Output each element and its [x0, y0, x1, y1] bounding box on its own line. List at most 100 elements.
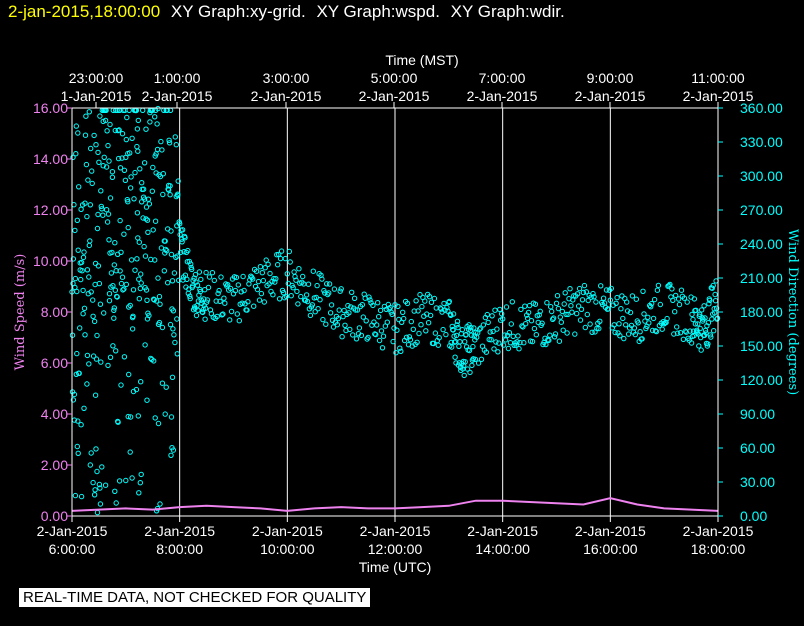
wind-direction-point [70, 397, 77, 403]
wind-direction-point [192, 271, 199, 278]
wind-direction-point [100, 163, 106, 169]
wind-direction-point [81, 405, 87, 411]
top-tick-label: 2-Jan-2015 [359, 88, 430, 104]
wind-direction-point [134, 143, 140, 150]
wind-direction-point [206, 274, 213, 280]
wind-direction-point [500, 342, 507, 348]
wind-direction-point [78, 493, 85, 500]
wind-direction-point [99, 206, 105, 212]
wind-direction-point [517, 339, 523, 346]
wind-direction-point [187, 293, 193, 299]
wind-direction-point [140, 215, 146, 221]
wind-direction-point [162, 238, 168, 244]
wind-direction-point [450, 327, 456, 333]
wind-direction-point [140, 107, 146, 114]
wind-direction-point [137, 285, 144, 292]
wind-direction-point [450, 311, 457, 317]
wind-direction-point [142, 253, 149, 259]
wind-direction-point [574, 310, 580, 317]
bottom-tick-label: 2-Jan-2015 [467, 523, 538, 539]
wind-direction-point [150, 227, 156, 233]
wind-direction-point [107, 121, 113, 128]
wind-direction-point [174, 351, 181, 357]
wind-direction-point [544, 300, 550, 306]
wind-direction-point [349, 289, 355, 295]
wind-direction-point [398, 348, 404, 354]
wind-direction-point [86, 361, 92, 367]
wind-direction-point [169, 374, 176, 380]
wind-direction-point [508, 321, 514, 327]
wind-direction-point [76, 184, 82, 190]
wind-direction-point [367, 297, 373, 303]
wind-direction-point [138, 280, 144, 286]
title-row: 2-jan-2015,18:00:00 XY Graph:xy-grid. XY… [8, 2, 571, 26]
wind-direction-point [116, 478, 123, 484]
wind-direction-point [550, 316, 556, 322]
wind-direction-point [94, 468, 100, 475]
wind-direction-point [659, 326, 665, 332]
wind-direction-point [699, 307, 705, 313]
wind-direction-point [403, 334, 410, 340]
wind-direction-point [175, 191, 181, 197]
wind-direction-point [113, 348, 119, 354]
left-tick-label: 12.00 [33, 202, 68, 218]
wind-direction-point [648, 304, 654, 310]
wind-direction-point [688, 340, 695, 346]
wind-direction-point [554, 293, 561, 299]
bottom-tick-label: 8:00:00 [156, 541, 203, 557]
wind-direction-point [163, 384, 169, 390]
wind-direction-point [694, 330, 700, 336]
wind-direction-point [144, 297, 150, 303]
wind-direction-point [119, 274, 126, 280]
wind-direction-point [449, 344, 455, 350]
wind-direction-point [110, 343, 116, 349]
wind-direction-point [111, 305, 118, 311]
wind-direction-point [81, 305, 88, 311]
wind-direction-point [105, 142, 111, 149]
wind-direction-point [435, 342, 441, 348]
wind-direction-point [200, 309, 206, 316]
wind-direction-point [427, 312, 434, 319]
wind-direction-point [144, 217, 151, 223]
left-tick-label: 6.00 [41, 355, 68, 371]
wind-direction-point [574, 291, 581, 297]
wind-direction-point [195, 307, 201, 313]
wind-direction-point [105, 362, 111, 369]
wind-direction-point [698, 347, 704, 353]
wind-direction-point [709, 285, 715, 291]
wind-direction-point [404, 300, 411, 307]
wind-direction-point [485, 319, 491, 326]
wind-direction-point [177, 249, 184, 256]
wind-direction-point [116, 127, 122, 133]
wind-direction-point [339, 334, 345, 340]
wind-direction-point [321, 287, 327, 294]
wind-direction-point [133, 386, 140, 393]
wind-direction-point [419, 303, 425, 310]
bottom-tick-label: 12:00:00 [368, 541, 423, 557]
wind-direction-point [265, 261, 271, 267]
wind-direction-point [92, 487, 98, 493]
wind-direction-point [91, 132, 97, 139]
wind-direction-point [295, 301, 301, 307]
wind-direction-point [90, 353, 97, 359]
wind-direction-point [172, 134, 179, 140]
wind-direction-point [323, 321, 329, 327]
wind-direction-point [501, 332, 508, 338]
wind-direction-point [240, 273, 246, 280]
wind-direction-point [134, 210, 141, 216]
wind-direction-point [551, 334, 558, 340]
wind-direction-point [184, 276, 190, 282]
wind-direction-point [75, 418, 81, 424]
wind-direction-point [338, 286, 344, 292]
wind-direction-point [687, 328, 693, 334]
wind-direction-point [374, 322, 380, 328]
wind-direction-point [518, 306, 524, 313]
wind-direction-point [103, 164, 110, 170]
wind-direction-point [516, 346, 522, 352]
wind-direction-point [202, 287, 208, 293]
wind-direction-point [126, 304, 132, 310]
wind-direction-point [704, 323, 710, 329]
wind-direction-point [691, 296, 698, 302]
wind-direction-point [93, 142, 99, 148]
wind-direction-point [127, 185, 134, 191]
